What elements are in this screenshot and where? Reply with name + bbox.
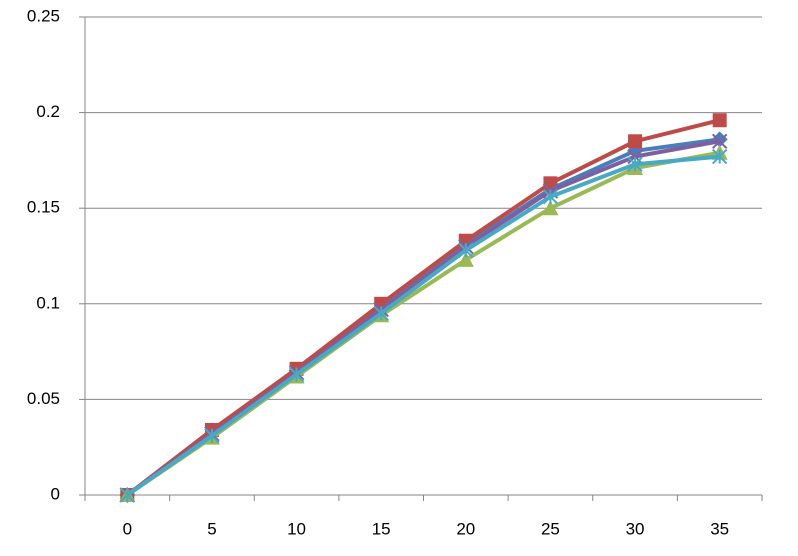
marker — [711, 148, 728, 165]
x-tick-label: 5 — [207, 519, 216, 538]
marker — [204, 428, 220, 444]
marker — [711, 133, 728, 149]
marker — [373, 305, 389, 322]
y-tick-label: 0.1 — [36, 293, 60, 312]
x-tick-label: 35 — [710, 519, 729, 538]
x-tick-label: 10 — [287, 519, 306, 538]
y-tick-label: 0.2 — [36, 102, 60, 121]
marker — [288, 366, 305, 383]
marker — [458, 242, 474, 258]
x-tick-label: 0 — [123, 519, 132, 538]
marker — [119, 487, 136, 503]
marker — [542, 189, 559, 205]
x-tick-label: 30 — [626, 519, 645, 538]
marker — [542, 200, 559, 216]
marker — [627, 156, 643, 172]
marker — [457, 251, 474, 267]
x-tick-label: 15 — [372, 519, 391, 538]
y-tick-label: 0.05 — [27, 389, 60, 408]
x-tick-label: 20 — [456, 519, 475, 538]
marker — [628, 134, 643, 149]
y-tick-label: 0.15 — [27, 198, 60, 217]
series-line — [126, 118, 721, 497]
y-tick-label: 0 — [51, 484, 60, 503]
marker — [712, 113, 727, 128]
marker — [627, 148, 643, 165]
y-tick-label: 0.25 — [27, 6, 60, 25]
series-line — [126, 154, 720, 497]
x-tick-label: 25 — [541, 519, 560, 538]
